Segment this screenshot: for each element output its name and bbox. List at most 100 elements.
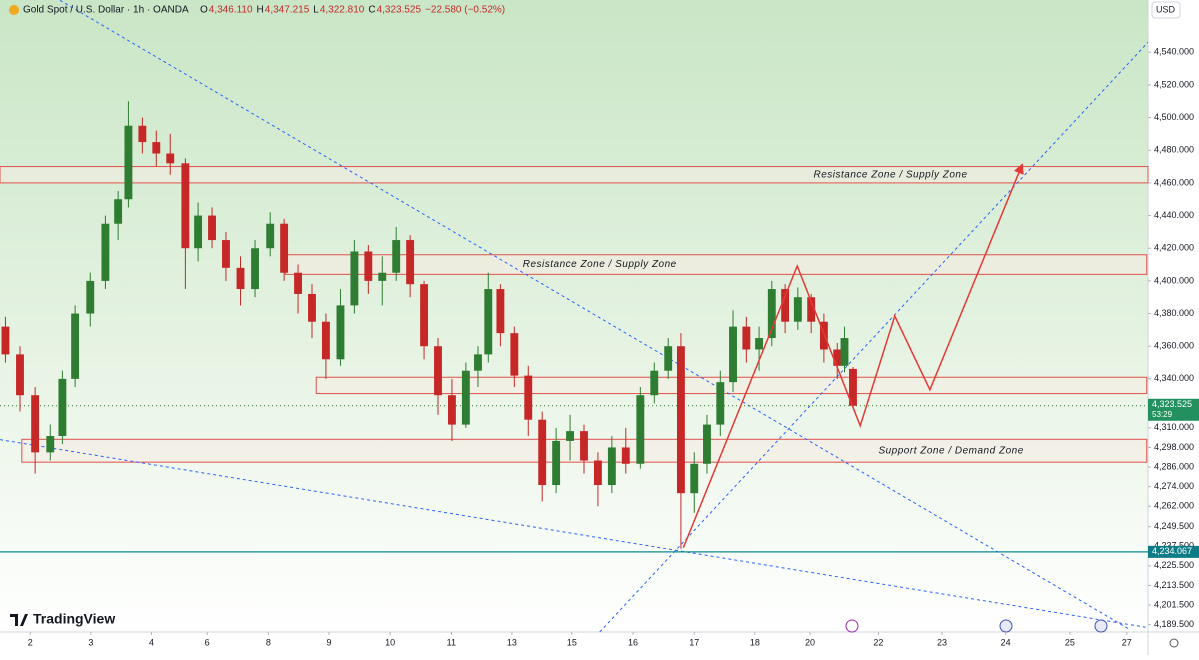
- x-tick-label: 4: [149, 637, 154, 647]
- candle-body: [676, 346, 685, 494]
- candle-body: [392, 240, 401, 273]
- x-tick-label: 18: [750, 637, 760, 647]
- currency[interactable]: USD: [1156, 4, 1176, 14]
- quote-label: L: [313, 5, 319, 16]
- candle-body: [208, 215, 216, 241]
- chart-title: Gold Spot / U.S. Dollar · 1h · OANDA: [23, 5, 189, 16]
- candle-body: [833, 349, 842, 366]
- candle-body: [114, 199, 123, 224]
- candle-body: [266, 223, 275, 249]
- candle-body: [729, 326, 737, 383]
- x-tick-label: 8: [266, 637, 271, 647]
- candle-body: [280, 223, 289, 273]
- x-tick-label: 27: [1122, 637, 1132, 647]
- quote-value: 4,346.110: [209, 5, 253, 16]
- y-tick-label: 4,286.000: [1154, 461, 1194, 471]
- event-icon[interactable]: [999, 619, 1013, 633]
- quote-value: 4,322.810: [320, 5, 365, 16]
- candle-body: [716, 382, 725, 425]
- candle-body: [181, 163, 190, 249]
- candle-body: [664, 346, 673, 371]
- y-tick-label: 4,340.000: [1154, 373, 1194, 383]
- trendline: [0, 439, 1149, 629]
- x-tick-label: 17: [689, 637, 699, 647]
- quote-value: 4,347.215: [265, 5, 310, 16]
- price-label-box: [1148, 545, 1199, 558]
- y-tick-label: 4,400.000: [1154, 275, 1194, 285]
- y-tick-label: 4,298.000: [1154, 442, 1194, 452]
- candle-body: [484, 289, 493, 355]
- candle-body: [86, 280, 95, 314]
- candle-body: [552, 440, 561, 486]
- candle-body: [690, 463, 699, 494]
- y-tick-label: 4,480.000: [1154, 145, 1194, 155]
- candle-body: [166, 153, 175, 164]
- zone: [284, 254, 1148, 275]
- currency-button[interactable]: [1151, 1, 1181, 19]
- x-tick-label: 24: [1001, 637, 1011, 647]
- x-tick-label: 15: [567, 637, 577, 647]
- quote-label: O: [200, 5, 208, 16]
- price-label: 4,234.067: [1152, 546, 1192, 556]
- candle-body: [447, 395, 456, 425]
- candle-body: [46, 436, 55, 453]
- y-tick-label: 4,249.500: [1154, 521, 1194, 531]
- symbol-icon: [9, 5, 19, 15]
- event-icon[interactable]: [845, 619, 859, 633]
- candle-body: [222, 240, 230, 268]
- y-tick-label: 4,440.000: [1154, 210, 1194, 220]
- projection-path: [682, 163, 1024, 549]
- candle-body: [781, 289, 790, 322]
- x-tick-label: 25: [1065, 637, 1075, 647]
- trendline: [599, 41, 1149, 633]
- candle-body: [755, 338, 764, 350]
- candle-body: [294, 272, 302, 294]
- candle-body: [420, 284, 429, 347]
- zone-label: Resistance Zone / Supply Zone: [814, 169, 968, 180]
- candle-body: [840, 338, 849, 366]
- quote-value: 4,323.525: [377, 5, 422, 16]
- zone-label: Resistance Zone / Supply Zone: [523, 259, 677, 270]
- candle-body: [593, 460, 602, 486]
- candle-body: [31, 395, 40, 453]
- candle-body: [124, 125, 133, 200]
- candle-body: [807, 297, 816, 322]
- y-tick-label: 4,520.000: [1154, 79, 1194, 89]
- y-tick-label: 4,360.000: [1154, 341, 1194, 351]
- x-tick-label: 20: [805, 637, 815, 647]
- candle-body: [152, 142, 161, 154]
- settings-icon[interactable]: [1169, 638, 1179, 648]
- y-tick-label: 4,460.000: [1154, 177, 1194, 187]
- candle-body: [742, 326, 751, 350]
- y-tick-label: 4,237.500: [1154, 541, 1194, 551]
- candle-body: [406, 240, 415, 285]
- candle-body: [538, 419, 547, 486]
- y-tick-label: 4,225.500: [1154, 560, 1194, 570]
- candle-body: [350, 251, 359, 306]
- candle-body: [636, 395, 645, 464]
- event-icon[interactable]: [1094, 619, 1108, 633]
- candle-body: [321, 321, 330, 360]
- candle-body: [621, 447, 630, 464]
- y-tick-label: 4,274.000: [1154, 481, 1194, 491]
- x-tick-label: 13: [507, 637, 517, 647]
- brand-logo: [10, 614, 28, 626]
- candle-body: [194, 215, 203, 249]
- candle-body: [138, 125, 147, 143]
- y-tick-label: 4,540.000: [1154, 47, 1194, 57]
- candle-body: [308, 293, 316, 322]
- y-tick-label: 4,262.000: [1154, 501, 1194, 511]
- candle-body: [16, 354, 24, 396]
- x-tick-label: 2: [28, 637, 33, 647]
- trendline: [59, 0, 1131, 630]
- candle-body: [434, 346, 442, 396]
- candle-body: [510, 333, 519, 376]
- candle-body: [496, 289, 505, 334]
- x-tick-label: 3: [88, 637, 93, 647]
- quote-label: C: [368, 5, 375, 16]
- zone: [0, 166, 1149, 184]
- candle-body: [364, 251, 373, 281]
- y-tick-label: 4,500.000: [1154, 112, 1194, 122]
- candle-body: [236, 267, 245, 290]
- x-tick-label: 11: [447, 637, 456, 647]
